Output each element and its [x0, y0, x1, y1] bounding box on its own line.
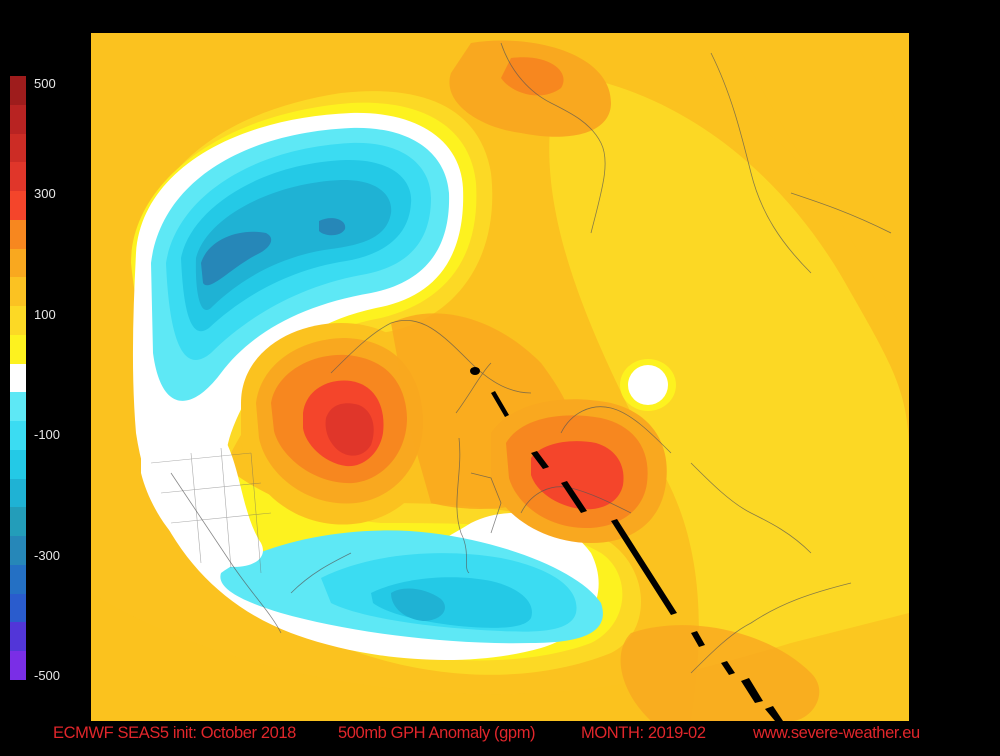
- contour-field: [91, 33, 909, 721]
- colorbar-label-neg300: -300: [34, 548, 61, 563]
- colorbar-segment: [10, 564, 26, 594]
- colorbar-segment: [10, 421, 26, 450]
- colorbar-label-neg500: -500: [34, 668, 61, 683]
- colorbar-segment: [10, 622, 26, 651]
- colorbar-segment: [10, 248, 26, 278]
- colorbar-segment: [10, 76, 26, 105]
- colorbar-label-neg100: -100: [34, 427, 61, 442]
- colorbar-segment: [10, 334, 26, 364]
- caption-month: MONTH: 2019-02: [581, 724, 706, 742]
- anomaly-map: [91, 33, 909, 721]
- colorbar-segment: [10, 133, 26, 163]
- colorbar-segment: [10, 191, 26, 220]
- map-caption: ECMWF SEAS5 init: October 2018 500mb GPH…: [0, 724, 1000, 748]
- colorbar-segment: [10, 651, 26, 680]
- caption-model-init: ECMWF SEAS5 init: October 2018: [53, 724, 296, 742]
- colorbar-segment: [10, 104, 26, 134]
- caption-website-link[interactable]: www.severe-weather.eu: [753, 724, 920, 742]
- colorbar-segment: [10, 219, 26, 249]
- colorbar-segment: [10, 507, 26, 536]
- colorbar-label-500: 500: [34, 76, 56, 91]
- colorbar-segment: [10, 162, 26, 191]
- colorbar-segment: [10, 277, 26, 306]
- colorbar-label-300: 300: [34, 186, 56, 201]
- caption-variable: 500mb GPH Anomaly (gpm): [338, 724, 536, 742]
- colorbar-label-100: 100: [34, 307, 56, 322]
- colorbar-segment: [10, 449, 26, 479]
- colorbar-segment: [10, 306, 26, 335]
- colorbar-segment: [10, 392, 26, 421]
- colorbar-segment: [10, 363, 26, 393]
- colorbar-segment: [10, 536, 26, 565]
- colorbar: [10, 76, 26, 680]
- colorbar-segment: [10, 593, 26, 623]
- colorbar-segment: [10, 478, 26, 508]
